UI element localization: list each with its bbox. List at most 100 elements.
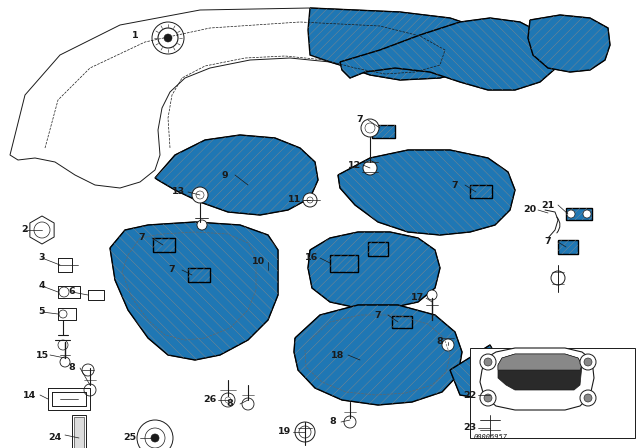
Text: 8: 8 [68, 363, 76, 372]
Text: 19: 19 [278, 427, 292, 436]
Circle shape [84, 384, 96, 396]
Text: 2: 2 [22, 225, 28, 234]
Circle shape [225, 397, 231, 403]
Text: 13: 13 [172, 188, 184, 197]
Circle shape [58, 340, 68, 350]
PathPatch shape [566, 208, 592, 220]
Polygon shape [10, 8, 490, 188]
PathPatch shape [372, 125, 395, 138]
Text: 22: 22 [463, 391, 477, 400]
Text: 1: 1 [132, 30, 138, 39]
Text: 7: 7 [374, 310, 381, 319]
Polygon shape [392, 316, 412, 328]
PathPatch shape [528, 15, 610, 72]
Polygon shape [338, 150, 515, 235]
Circle shape [427, 290, 437, 300]
Polygon shape [470, 185, 492, 198]
Circle shape [151, 434, 159, 442]
Text: 5: 5 [39, 307, 45, 316]
Circle shape [551, 271, 565, 285]
Text: 21: 21 [541, 201, 555, 210]
PathPatch shape [153, 238, 175, 252]
Text: 11: 11 [289, 195, 301, 204]
Circle shape [158, 28, 178, 48]
Circle shape [196, 191, 204, 199]
Text: 4: 4 [38, 281, 45, 290]
Text: 6: 6 [68, 288, 76, 297]
PathPatch shape [308, 8, 490, 80]
Circle shape [82, 364, 94, 376]
Polygon shape [368, 242, 388, 256]
PathPatch shape [155, 135, 318, 215]
PathPatch shape [340, 18, 558, 90]
Text: 7: 7 [356, 116, 364, 125]
Circle shape [307, 197, 313, 203]
Circle shape [242, 398, 254, 410]
Polygon shape [294, 305, 462, 405]
Circle shape [484, 358, 492, 366]
Circle shape [488, 393, 492, 397]
Circle shape [221, 393, 235, 407]
Text: 7: 7 [139, 233, 145, 242]
Circle shape [34, 222, 50, 238]
PathPatch shape [338, 150, 515, 235]
Polygon shape [330, 255, 358, 272]
PathPatch shape [308, 232, 440, 308]
Polygon shape [498, 354, 582, 390]
Text: 00006957: 00006957 [474, 434, 508, 440]
Bar [74, 417, 84, 448]
Circle shape [567, 210, 575, 218]
PathPatch shape [450, 345, 510, 400]
PathPatch shape [188, 268, 210, 282]
Text: 8: 8 [227, 400, 234, 409]
Polygon shape [110, 222, 278, 360]
Circle shape [480, 354, 496, 370]
Circle shape [164, 34, 172, 42]
Text: 3: 3 [39, 254, 45, 263]
Circle shape [478, 383, 502, 407]
Circle shape [303, 193, 317, 207]
Text: 8: 8 [436, 337, 444, 346]
Circle shape [481, 416, 499, 434]
Polygon shape [498, 354, 582, 370]
Text: 7: 7 [169, 266, 175, 275]
Circle shape [299, 426, 311, 438]
Polygon shape [372, 125, 395, 138]
Polygon shape [30, 216, 54, 244]
Text: 25: 25 [124, 434, 136, 443]
Circle shape [480, 390, 496, 406]
Circle shape [485, 390, 495, 400]
Text: 9: 9 [221, 171, 228, 180]
PathPatch shape [558, 240, 578, 254]
Text: 10: 10 [252, 258, 264, 267]
Text: 20: 20 [524, 206, 536, 215]
Circle shape [580, 390, 596, 406]
Circle shape [295, 422, 315, 442]
Polygon shape [558, 240, 578, 254]
Bar [72, 415, 86, 448]
Circle shape [583, 210, 591, 218]
PathPatch shape [110, 222, 278, 360]
Circle shape [484, 394, 492, 402]
Circle shape [60, 357, 70, 367]
Polygon shape [480, 348, 594, 410]
Circle shape [580, 354, 596, 370]
Circle shape [192, 187, 208, 203]
PathPatch shape [392, 316, 412, 328]
Text: 17: 17 [412, 293, 424, 302]
PathPatch shape [330, 255, 358, 272]
Text: 7: 7 [545, 237, 551, 246]
Circle shape [584, 358, 592, 366]
Text: 12: 12 [348, 160, 362, 169]
Circle shape [365, 123, 375, 133]
Circle shape [145, 428, 165, 448]
Polygon shape [340, 18, 558, 90]
PathPatch shape [368, 242, 388, 256]
Circle shape [59, 287, 69, 297]
Text: 18: 18 [332, 350, 345, 359]
Text: 26: 26 [204, 396, 216, 405]
Text: 15: 15 [35, 350, 49, 359]
Text: 23: 23 [463, 423, 477, 432]
Circle shape [152, 22, 184, 54]
Polygon shape [188, 268, 210, 282]
